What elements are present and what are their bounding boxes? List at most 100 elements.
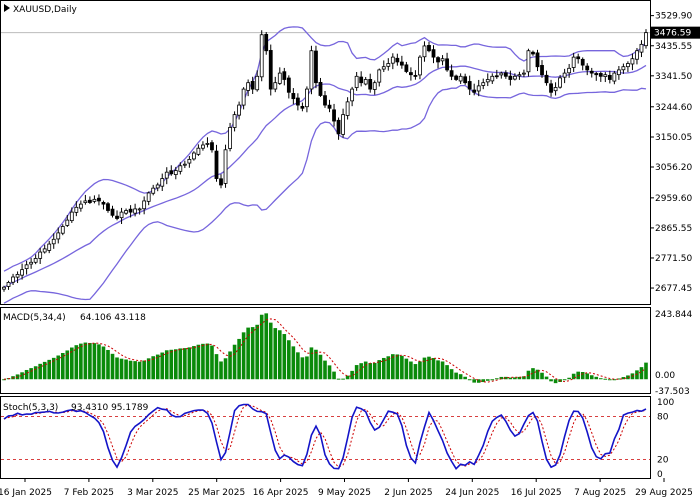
candle-body: [160, 178, 165, 187]
candle: [205, 137, 210, 148]
candle-body: [540, 65, 544, 76]
candle: [567, 63, 572, 78]
candle: [644, 29, 648, 49]
candle: [485, 73, 490, 87]
candle: [381, 60, 386, 72]
macd-histogram-bar: [20, 372, 24, 380]
candle: [110, 205, 115, 218]
candle-body: [309, 50, 314, 90]
macd-histogram-bar: [305, 356, 309, 380]
macd-histogram-bar: [128, 360, 133, 380]
candle-body: [51, 238, 56, 245]
macd-histogram-bar: [201, 343, 205, 380]
macd-histogram-bar: [169, 349, 174, 380]
candle-body: [119, 211, 124, 219]
candle: [291, 88, 296, 105]
macd-histogram-bar: [381, 357, 386, 380]
macd-histogram-bar: [287, 340, 291, 380]
candle: [318, 77, 323, 97]
stoch-main-line: [3, 403, 647, 470]
x-tick-label: 9 May 2025: [318, 488, 371, 498]
candle-body: [467, 81, 472, 90]
candle: [78, 200, 83, 212]
candle: [60, 224, 65, 236]
candle-body: [201, 144, 205, 149]
macd-histogram-bar: [639, 367, 644, 380]
candle-body: [449, 70, 454, 77]
macd-plot: [2, 313, 648, 384]
candle-body: [418, 56, 422, 76]
candle-body: [567, 67, 572, 74]
candle-body: [286, 77, 291, 93]
macd-histogram-bar: [598, 378, 603, 380]
candle-body: [639, 43, 644, 53]
candle-body: [526, 50, 531, 73]
candle: [20, 263, 24, 280]
candle: [517, 71, 522, 80]
macd-histogram-bar: [372, 362, 377, 380]
candle: [409, 67, 413, 81]
macd-histogram-bar: [296, 352, 300, 380]
candle-body: [630, 58, 635, 65]
candle-body: [246, 82, 251, 91]
macd-histogram-bar: [431, 358, 436, 380]
candle-body: [128, 208, 133, 213]
macd-histogram-bar: [155, 354, 160, 380]
candle-body: [372, 82, 377, 90]
candle: [146, 191, 151, 206]
candle-body: [522, 72, 526, 75]
candle-body: [178, 165, 183, 172]
candle-body: [295, 97, 300, 106]
macd-histogram-bar: [119, 358, 124, 380]
candle: [472, 83, 477, 96]
candle-body: [124, 210, 128, 214]
macd-histogram-bar: [490, 379, 495, 381]
candle-body: [115, 215, 119, 219]
candle-body: [431, 49, 436, 58]
candle: [15, 271, 20, 284]
x-tick-label: 24 Jun 2025: [445, 488, 499, 498]
candle-body: [300, 106, 305, 109]
macd-histogram-bar: [345, 375, 350, 380]
candle-body: [106, 203, 110, 211]
candle: [449, 64, 454, 81]
macd-histogram-bar: [567, 377, 571, 380]
candle-body: [512, 75, 517, 80]
candle: [494, 69, 499, 79]
macd-histogram-bar: [404, 358, 409, 380]
stoch-plot: [1, 403, 650, 470]
candle-body: [196, 147, 201, 155]
macd-histogram-bar: [237, 338, 241, 380]
candle-body: [11, 276, 15, 283]
candle: [603, 72, 608, 83]
macd-signal-line: [3, 318, 647, 383]
candle-body: [151, 187, 156, 194]
macd-histogram-bar: [617, 378, 621, 380]
candle-body: [427, 45, 431, 52]
macd-histogram-bar: [277, 330, 282, 380]
candle: [558, 74, 562, 89]
candle-body: [223, 149, 228, 184]
candle-body: [616, 69, 621, 76]
candle-body: [259, 34, 264, 78]
price-tick-label: 3435.55: [655, 42, 692, 52]
last-price-label: 3476.59: [654, 29, 691, 39]
candle: [142, 196, 147, 215]
bollinger-middle-band: [3, 64, 647, 288]
candle-body: [576, 56, 581, 60]
macd-histogram-bar: [268, 322, 273, 380]
candle-body: [69, 211, 74, 222]
candle: [540, 60, 544, 78]
candle: [128, 205, 133, 218]
macd-tick-label: -37.503: [655, 387, 690, 397]
macd-histogram-bar: [368, 363, 373, 380]
candle: [286, 75, 291, 99]
macd-tick-label: 243.844: [655, 310, 692, 320]
candle-body: [626, 63, 630, 68]
candle-body: [74, 206, 79, 213]
candle: [503, 70, 508, 79]
candle: [589, 67, 594, 78]
price-tick-label: 2677.45: [655, 284, 692, 294]
macd-histogram-bar: [88, 342, 92, 380]
candle-body: [219, 178, 223, 186]
